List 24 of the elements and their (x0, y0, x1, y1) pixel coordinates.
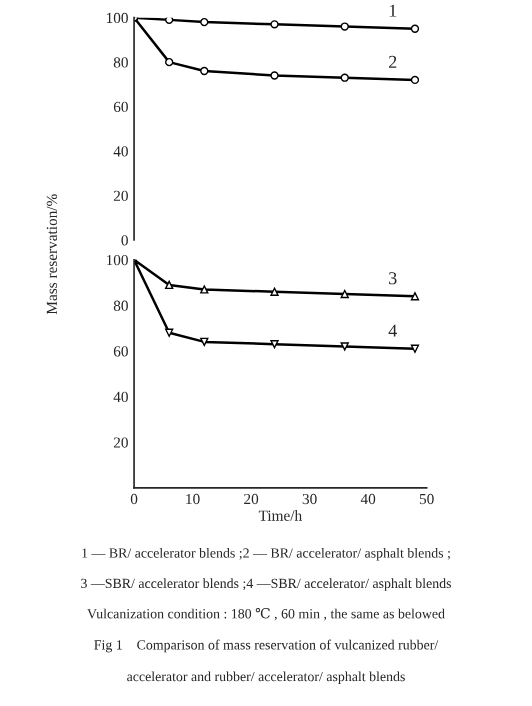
point (410, 292, 420, 301)
point (340, 289, 349, 299)
point (340, 342, 349, 351)
point (165, 280, 174, 290)
series-label: 4 (388, 324, 397, 337)
point (200, 337, 209, 347)
point (165, 57, 174, 67)
point (270, 71, 279, 80)
point (410, 344, 420, 353)
point (165, 328, 174, 337)
series-label: 1 (389, 4, 397, 17)
point (340, 22, 349, 31)
point (410, 75, 420, 85)
point (270, 287, 279, 296)
point (200, 66, 209, 76)
point (270, 20, 279, 29)
point (340, 73, 349, 82)
point (270, 340, 279, 349)
point (200, 285, 209, 294)
point (200, 17, 209, 27)
series-label: 3 (389, 272, 397, 285)
point (410, 24, 420, 33)
series-label: 2 (389, 55, 397, 68)
point (165, 17, 174, 25)
